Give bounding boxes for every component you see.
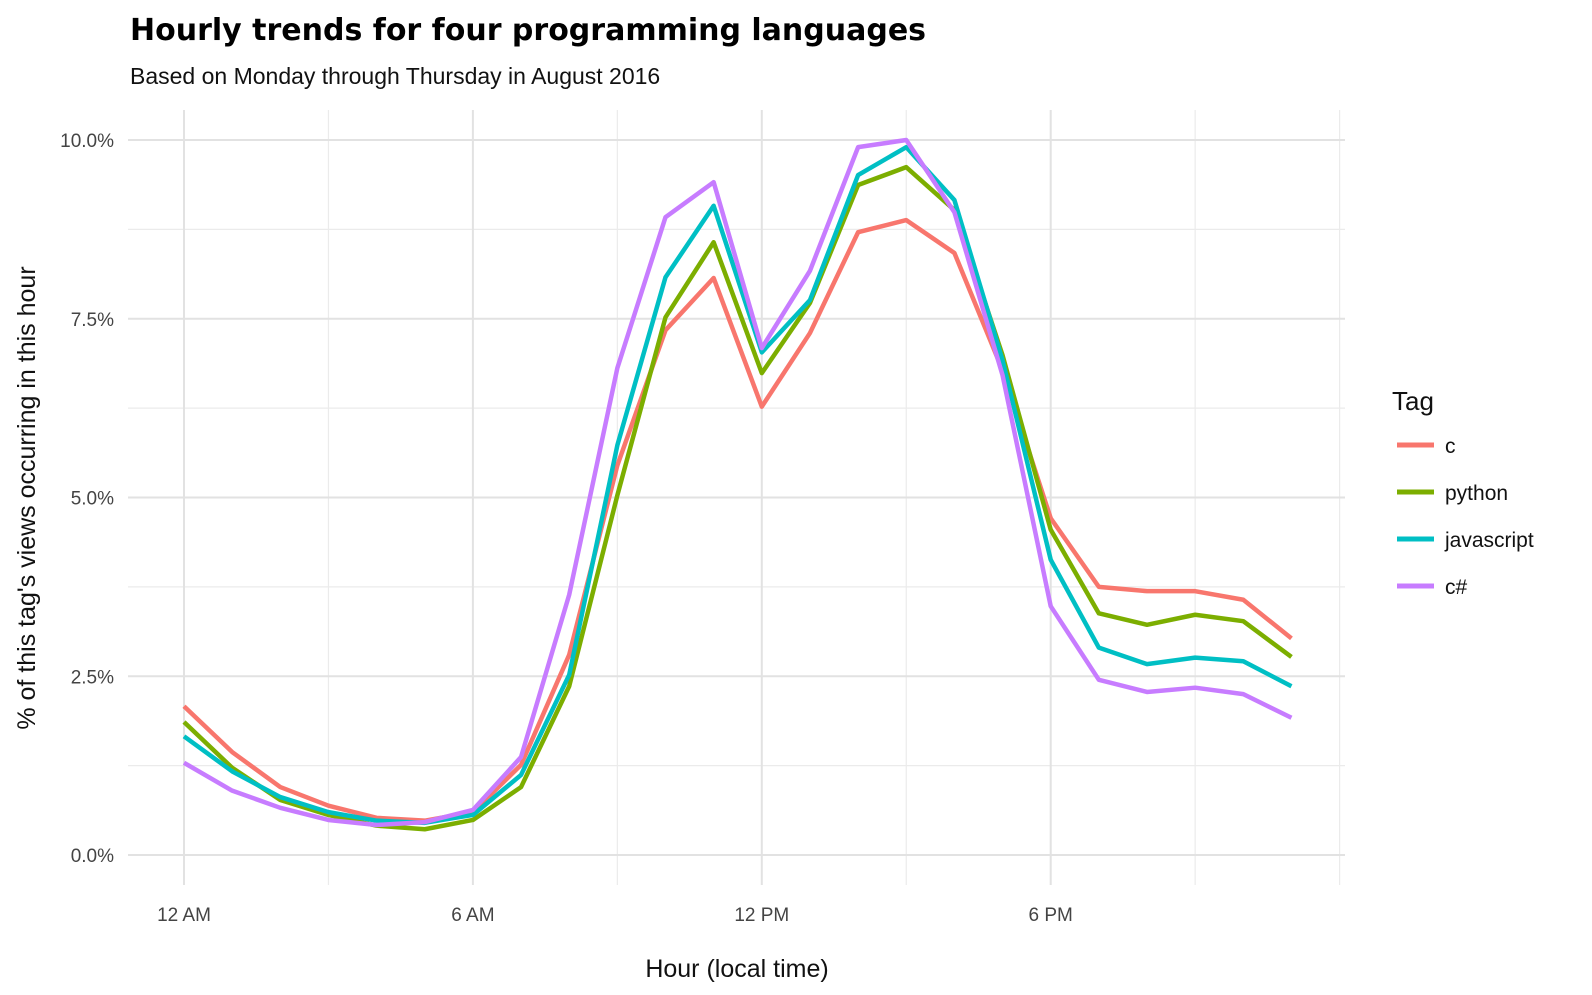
y-axis-label: % of this tag's views occurring in this … bbox=[13, 266, 41, 729]
x-tick-label: 6 PM bbox=[1029, 905, 1073, 926]
x-axis-label: Hour (local time) bbox=[645, 955, 828, 983]
chart-title: Hourly trends for four programming langu… bbox=[130, 13, 926, 48]
x-tick-label: 12 PM bbox=[734, 905, 789, 926]
y-tick-label: 7.5% bbox=[71, 310, 114, 331]
y-tick-label: 5.0% bbox=[71, 489, 114, 510]
gridlines bbox=[128, 110, 1345, 885]
series-line-javascript bbox=[182, 144, 1293, 826]
series-line-c# bbox=[182, 137, 1293, 828]
y-tick-label: 10.0% bbox=[60, 131, 114, 152]
x-tick-label: 12 AM bbox=[157, 905, 211, 926]
x-tick-label: 6 AM bbox=[451, 905, 494, 926]
legend-label: c bbox=[1445, 435, 1456, 458]
legend: Tag c python javascript c# bbox=[1392, 386, 1534, 599]
series-line-c bbox=[182, 217, 1293, 823]
legend-title: Tag bbox=[1392, 386, 1434, 416]
legend-label: python bbox=[1445, 482, 1508, 505]
legend-label: c# bbox=[1445, 576, 1468, 599]
legend-label: javascript bbox=[1444, 529, 1534, 552]
y-tick-label: 2.5% bbox=[71, 667, 114, 688]
chart-subtitle: Based on Monday through Thursday in Augu… bbox=[130, 63, 660, 89]
series-lines bbox=[182, 137, 1293, 832]
y-tick-label: 0.0% bbox=[71, 846, 114, 867]
axis-ticks: 0.0% 2.5% 5.0% 7.5% 10.0% 12 AM 6 AM 12 PM 6 PM bbox=[60, 131, 1073, 926]
